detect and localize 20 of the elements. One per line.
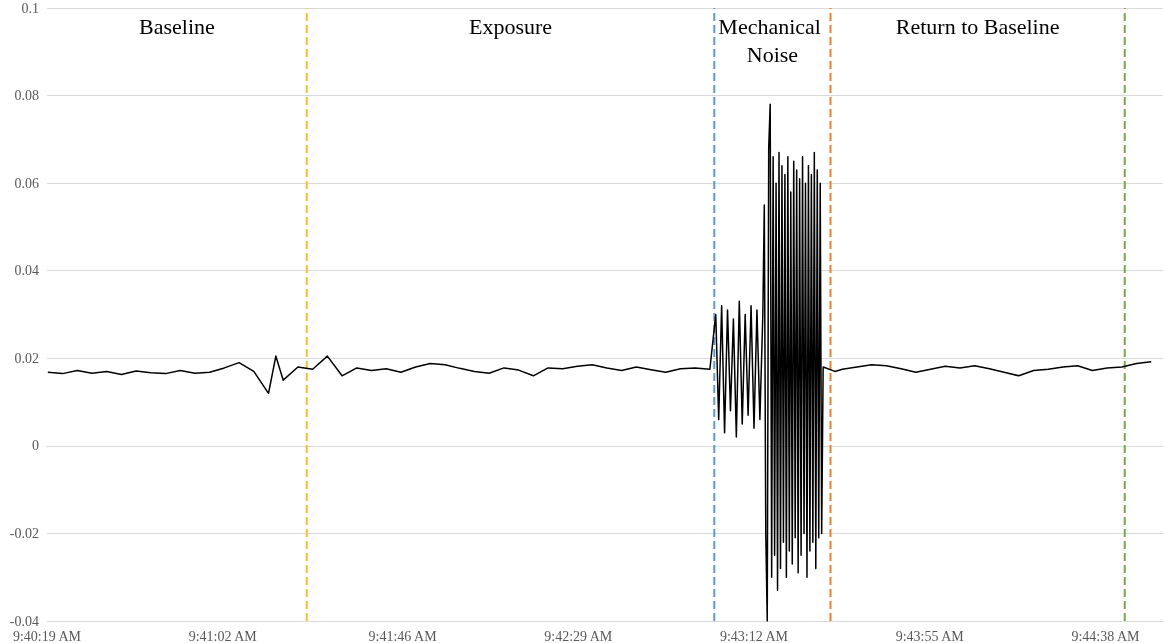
line-series	[47, 103, 1152, 622]
y-tick-label: 0	[32, 438, 39, 454]
y-tick-label: -0.04	[9, 613, 39, 629]
y-tick-label: 0.04	[14, 263, 39, 279]
y-tick-label: 0.1	[21, 0, 39, 16]
x-tick-label: 9:43:12 AM	[719, 628, 789, 643]
x-tick-label: 9:44:38 AM	[1071, 628, 1141, 643]
y-tick-label: 0.02	[14, 350, 39, 366]
x-tick-label: 9:41:02 AM	[188, 628, 258, 643]
annotation: Return to Baseline	[895, 13, 1060, 39]
x-tick-label: 9:40:19 AM	[12, 628, 82, 643]
y-tick-label: 0.08	[14, 88, 39, 104]
y-tick-label: -0.02	[9, 525, 39, 541]
annotation: Mechanical Noise	[718, 13, 827, 67]
annotation: Exposure	[468, 13, 553, 39]
x-tick-label: 9:43:55 AM	[895, 628, 965, 643]
x-tick-label: 9:42:29 AM	[544, 628, 613, 643]
annotation: Baseline	[139, 13, 215, 39]
y-tick-label: 0.06	[14, 175, 39, 191]
x-tick-label: 9:41:46 AM	[368, 628, 438, 643]
